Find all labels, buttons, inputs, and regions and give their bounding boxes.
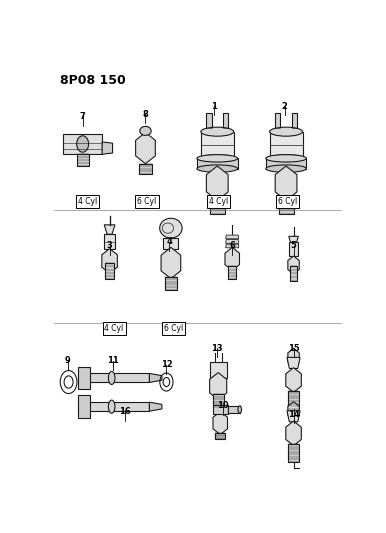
Text: 6 Cyl: 6 Cyl [278, 197, 297, 206]
Text: 1: 1 [212, 102, 217, 111]
Circle shape [77, 136, 89, 152]
Text: 9: 9 [65, 356, 71, 365]
Ellipse shape [266, 165, 306, 172]
Polygon shape [225, 247, 239, 270]
Text: 8: 8 [142, 110, 148, 119]
Polygon shape [161, 247, 181, 279]
Polygon shape [105, 263, 114, 279]
Polygon shape [77, 154, 89, 166]
Ellipse shape [197, 155, 238, 162]
Polygon shape [78, 395, 90, 418]
Polygon shape [135, 133, 155, 164]
Text: 4 Cyl: 4 Cyl [209, 197, 229, 206]
Polygon shape [223, 113, 229, 132]
Ellipse shape [269, 127, 303, 136]
Text: 2: 2 [282, 102, 288, 111]
Text: 8P08 150: 8P08 150 [60, 74, 126, 87]
Text: 4: 4 [166, 237, 172, 246]
Polygon shape [215, 433, 225, 440]
Text: 5: 5 [291, 241, 296, 251]
Polygon shape [197, 158, 238, 168]
Text: 15: 15 [288, 344, 300, 353]
Ellipse shape [269, 155, 303, 162]
Ellipse shape [140, 126, 151, 135]
Text: 13: 13 [212, 344, 223, 353]
Polygon shape [288, 256, 299, 274]
Polygon shape [210, 198, 225, 214]
Polygon shape [165, 277, 177, 290]
Text: 4 Cyl: 4 Cyl [105, 324, 124, 333]
Polygon shape [226, 244, 239, 248]
Polygon shape [78, 402, 149, 411]
Text: 6 Cyl: 6 Cyl [164, 324, 183, 333]
Ellipse shape [160, 219, 182, 238]
Ellipse shape [238, 406, 242, 413]
Polygon shape [288, 402, 299, 420]
Polygon shape [269, 132, 303, 158]
Text: 10: 10 [217, 401, 229, 410]
Polygon shape [163, 238, 178, 249]
Ellipse shape [266, 155, 306, 162]
Polygon shape [289, 236, 298, 243]
Text: 12: 12 [161, 360, 172, 369]
Polygon shape [207, 166, 228, 200]
Polygon shape [228, 406, 240, 413]
Polygon shape [213, 406, 228, 414]
Polygon shape [210, 361, 227, 378]
Polygon shape [63, 134, 102, 154]
Text: 11: 11 [107, 356, 119, 365]
Ellipse shape [201, 127, 234, 136]
Polygon shape [213, 411, 227, 434]
Text: 4 Cyl: 4 Cyl [78, 197, 97, 206]
Polygon shape [275, 113, 280, 132]
Polygon shape [287, 411, 300, 422]
Polygon shape [289, 243, 298, 256]
Ellipse shape [201, 155, 234, 162]
Polygon shape [149, 374, 162, 383]
Polygon shape [102, 248, 117, 273]
Polygon shape [104, 225, 115, 235]
Polygon shape [228, 266, 236, 279]
Text: 14: 14 [288, 409, 300, 418]
Polygon shape [201, 132, 234, 158]
Polygon shape [226, 240, 239, 243]
Polygon shape [286, 421, 301, 446]
Polygon shape [139, 164, 152, 174]
Polygon shape [286, 368, 301, 392]
Text: 7: 7 [80, 112, 86, 121]
Polygon shape [288, 349, 299, 366]
Polygon shape [78, 374, 149, 383]
Polygon shape [290, 266, 297, 281]
Polygon shape [226, 235, 239, 239]
Polygon shape [279, 198, 294, 214]
Polygon shape [292, 113, 297, 132]
Polygon shape [206, 113, 212, 132]
Polygon shape [288, 391, 299, 409]
Polygon shape [210, 373, 227, 400]
Polygon shape [275, 166, 297, 200]
Ellipse shape [108, 400, 115, 413]
Ellipse shape [197, 165, 238, 172]
Polygon shape [287, 358, 300, 368]
Text: 3: 3 [107, 241, 112, 251]
Polygon shape [78, 367, 90, 389]
Polygon shape [266, 158, 306, 168]
Ellipse shape [108, 372, 115, 384]
Polygon shape [104, 235, 115, 249]
Text: 16: 16 [119, 408, 130, 416]
Polygon shape [213, 394, 223, 407]
Text: 6 Cyl: 6 Cyl [137, 197, 157, 206]
Polygon shape [149, 402, 162, 411]
Polygon shape [102, 142, 113, 154]
Polygon shape [288, 444, 299, 462]
Text: 6: 6 [229, 241, 235, 251]
